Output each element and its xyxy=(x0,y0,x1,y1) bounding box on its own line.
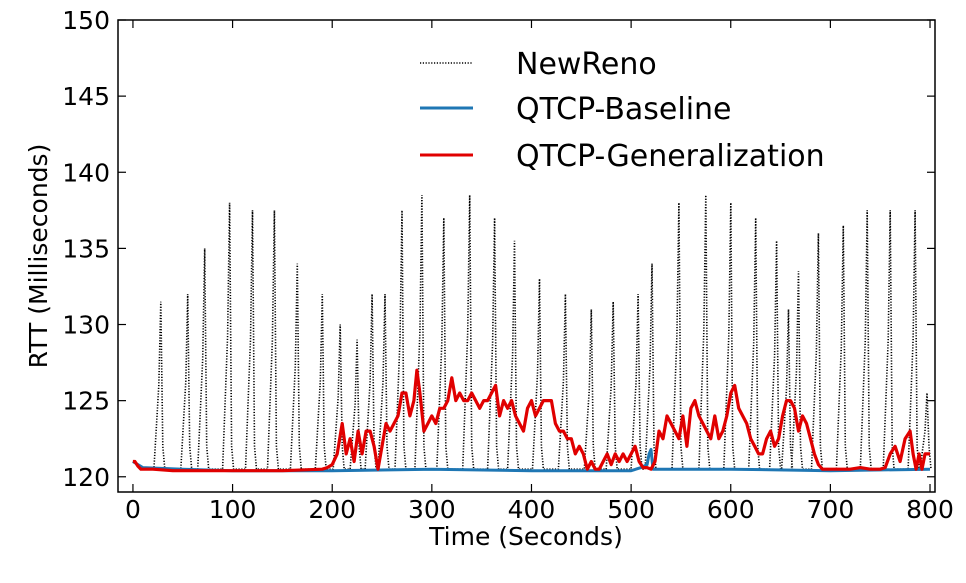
x-tick-label: 100 xyxy=(209,495,257,524)
y-tick-label: 150 xyxy=(62,6,110,35)
tick-layer: 0 100 200 300 400 500 600 700 800 120 125 130 135 140… xyxy=(62,6,954,524)
x-tick-label: 800 xyxy=(906,495,954,524)
y-tick-label: 145 xyxy=(62,82,110,111)
x-tick-label: 300 xyxy=(408,495,456,524)
x-tick-label: 0 xyxy=(125,495,141,524)
y-tick-label: 135 xyxy=(62,234,110,263)
x-tick-label: 200 xyxy=(308,495,356,524)
x-tick-label: 500 xyxy=(607,495,655,524)
series-line-qtcp-generalization xyxy=(132,368,930,473)
y-tick-label: 120 xyxy=(62,463,110,492)
y-axis-title: RTT (Milliseconds) xyxy=(24,144,53,369)
y-tick-label: 140 xyxy=(62,158,110,187)
y-tick-label: 130 xyxy=(62,311,110,340)
legend: NewReno QTCP-Baseline QTCP-Generalization xyxy=(420,47,825,174)
legend-label: NewReno xyxy=(516,47,657,82)
legend-label: QTCP-Baseline xyxy=(516,92,732,127)
x-tick-label: 700 xyxy=(807,495,855,524)
series-layer xyxy=(132,195,932,473)
legend-label: QTCP-Generalization xyxy=(516,139,825,174)
x-tick-label: 600 xyxy=(707,495,755,524)
plot-frame xyxy=(117,19,936,493)
x-tick-label: 400 xyxy=(508,495,556,524)
y-tick-label: 125 xyxy=(62,387,110,416)
x-axis-title: Time (Seconds) xyxy=(428,522,623,551)
